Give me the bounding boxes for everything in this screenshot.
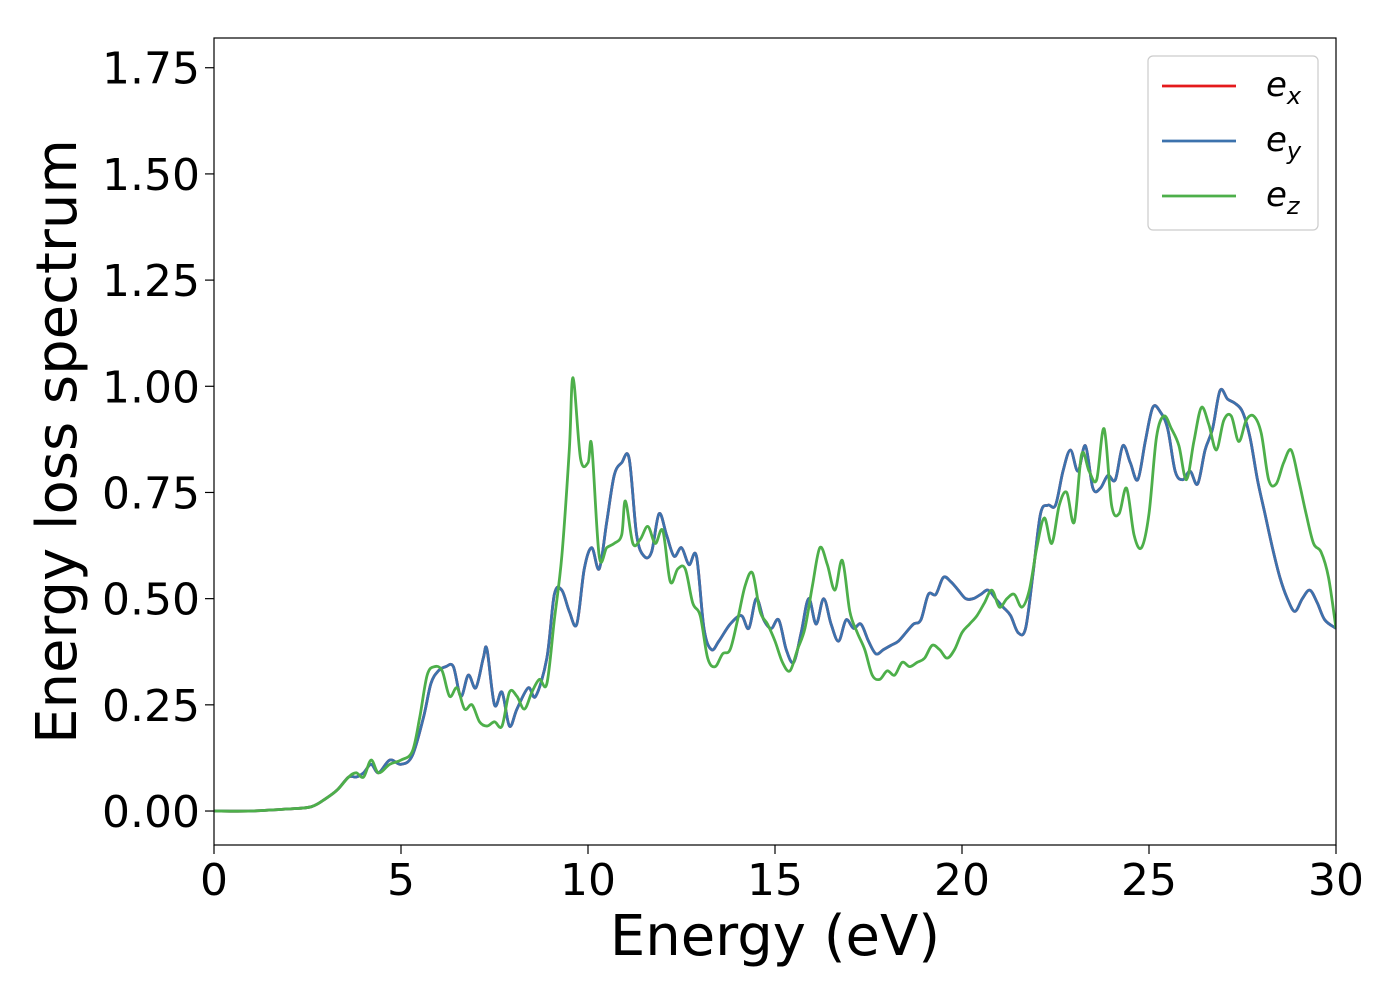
series-layer bbox=[214, 376, 1336, 813]
x-tick-label: 20 bbox=[934, 855, 990, 906]
x-tick-label: 10 bbox=[560, 855, 616, 906]
x-tick-label: 25 bbox=[1121, 855, 1177, 906]
x-tick-label: 5 bbox=[387, 855, 415, 906]
legend-box bbox=[1147, 55, 1319, 231]
x-tick-label: 0 bbox=[200, 855, 228, 906]
y-tick-label: 1.00 bbox=[102, 362, 200, 413]
legend-label-z: ez bbox=[1266, 175, 1301, 220]
y-tick-label: 0.75 bbox=[102, 468, 200, 519]
series-line-y bbox=[214, 387, 1336, 813]
x-tick-label: 15 bbox=[747, 855, 803, 906]
y-axis-label: Energy loss spectrum bbox=[25, 139, 90, 744]
y-tick-label: 1.50 bbox=[102, 150, 200, 201]
y-tick-label: 1.25 bbox=[102, 256, 200, 307]
series-line-x bbox=[214, 387, 1336, 813]
y-tick-label: 0.25 bbox=[102, 681, 200, 732]
y-tick-label: 1.75 bbox=[102, 44, 200, 95]
legend-label-y: ey bbox=[1266, 120, 1302, 165]
series-line-z bbox=[214, 376, 1336, 813]
y-tick-label: 0.00 bbox=[102, 787, 200, 838]
x-tick-label: 30 bbox=[1308, 855, 1364, 906]
ticks-layer: 0 5 10 15 20 25 30 0.00 0.25 0.50 0.75 1.00 1.25 1.50… bbox=[102, 44, 1364, 906]
y-tick-label: 0.50 bbox=[102, 575, 200, 626]
x-axis-label: Energy (eV) bbox=[610, 904, 940, 969]
legend-label-x: ex bbox=[1266, 65, 1302, 110]
legend: ex ey ez bbox=[1147, 55, 1319, 231]
